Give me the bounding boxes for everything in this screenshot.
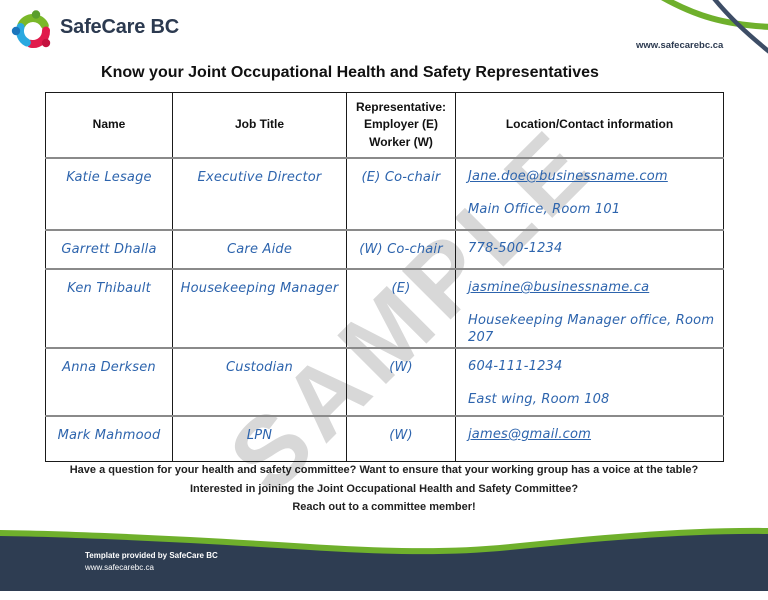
footer-attribution: Template provided by SafeCare BC www.saf… [85, 550, 218, 574]
rep-name: Anna Derksen [62, 360, 156, 375]
committee-questions-text: Have a question for your health and safe… [0, 461, 768, 517]
email-link[interactable]: jasmine@businessname.ca [468, 280, 650, 295]
rep-name: Katie Lesage [66, 170, 152, 185]
rep-name: Garrett Dhalla [61, 242, 157, 257]
question-line: Reach out to a committee member! [292, 501, 476, 513]
rep-type: (W) [389, 428, 413, 443]
safecare-bc-logo-icon [11, 10, 51, 48]
column-header-contact: Location/Contact information [455, 92, 724, 159]
johs-representatives-table: Name Job Title Representative: Employer … [45, 92, 724, 462]
column-header-name: Name [45, 92, 173, 159]
header-website-url: www.safecarebc.ca [636, 40, 724, 51]
rep-job-title: Care Aide [226, 242, 293, 257]
email-link[interactable]: Jane.doe@businessname.com [468, 169, 668, 184]
column-header-job-title: Job Title [172, 92, 347, 159]
page-title: Know your Joint Occupational Health and … [101, 64, 599, 81]
question-line: Interested in joining the Joint Occupati… [189, 482, 579, 495]
brand-name: SafeCare BC [60, 16, 179, 38]
rep-name: Ken Thibault [67, 281, 151, 296]
table-row: Mark Mahmood LPN (W) james@gmail.com [45, 416, 724, 462]
rep-job-title: LPN [246, 428, 273, 443]
footer-wave-decoration [0, 527, 768, 591]
rep-type: (E) Co-chair [361, 170, 441, 185]
column-header-representative: Representative: Employer (E) Worker (W) [346, 92, 456, 159]
rep-type: (W) [389, 360, 413, 375]
contact-phone: 778-500-1234 [468, 241, 563, 256]
table-row: Ken Thibault Housekeeping Manager (E) ja… [45, 269, 724, 349]
footer-website-url: www.safecarebc.ca [85, 563, 154, 572]
contact-phone: 604-111-1234 [468, 359, 563, 374]
table-row: Anna Derksen Custodian (W) 604-111-1234 … [45, 348, 724, 417]
contact-location: Main Office, Room 101 [468, 202, 621, 217]
rep-job-title: Custodian [225, 360, 293, 375]
table-header-row: Name Job Title Representative: Employer … [45, 92, 724, 159]
table-row: Katie Lesage Executive Director (E) Co-c… [45, 158, 724, 231]
rep-type: (E) [391, 281, 411, 296]
contact-location: East wing, Room 108 [468, 392, 610, 407]
rep-job-title: Executive Director [197, 170, 322, 185]
email-link[interactable]: james@gmail.com [468, 427, 592, 442]
rep-type: (W) Co-chair [359, 242, 443, 257]
footer-template-credit: Template provided by SafeCare BC [85, 551, 218, 560]
rep-job-title: Housekeeping Manager [180, 281, 339, 296]
question-line: Have a question for your health and safe… [69, 464, 699, 476]
header-curve-decoration [661, 0, 768, 54]
rep-name: Mark Mahmood [57, 428, 161, 443]
contact-location: Housekeeping Manager office, Room 207 [468, 313, 715, 345]
table-row: Garrett Dhalla Care Aide (W) Co-chair 77… [45, 230, 724, 270]
